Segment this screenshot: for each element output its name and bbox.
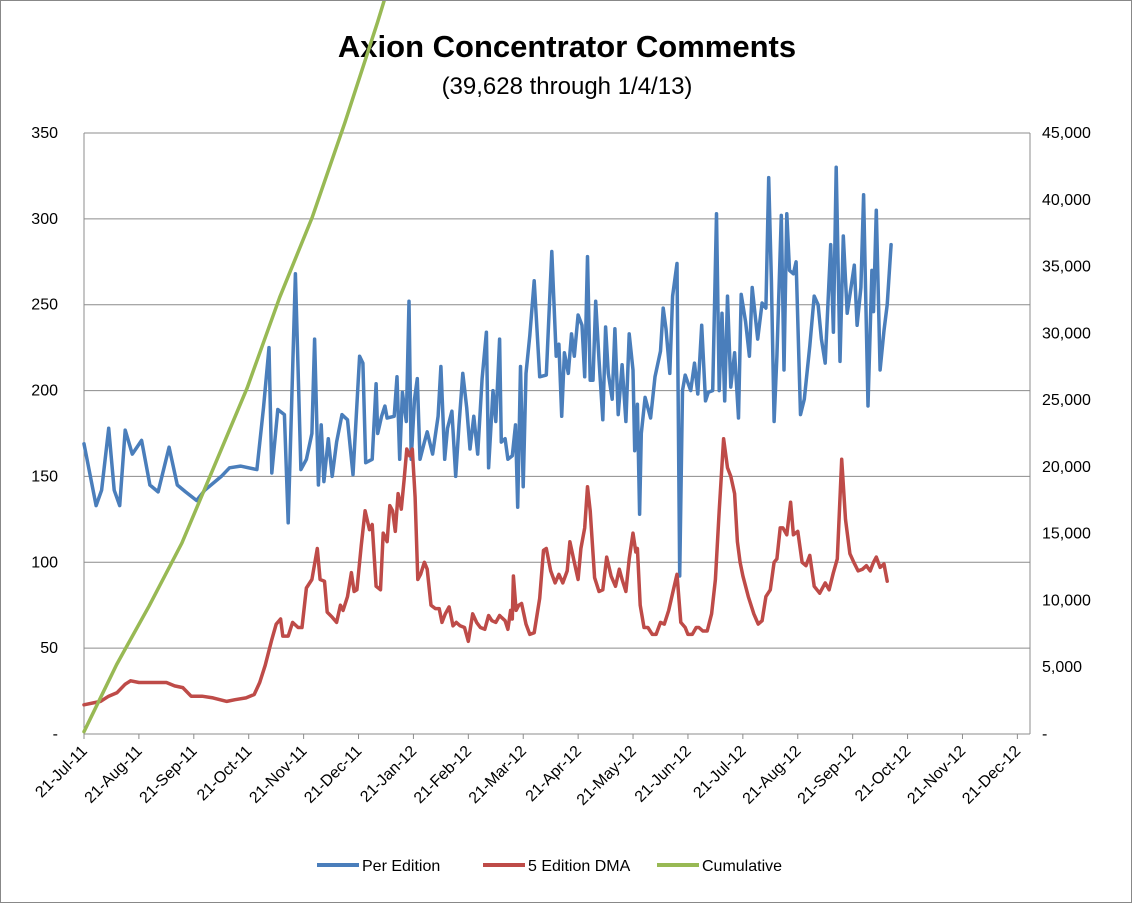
legend-label: 5 Edition DMA — [528, 858, 631, 875]
x-tick-label: 21-Dec-12 — [959, 743, 1024, 808]
y-left-tick-label: 50 — [40, 640, 58, 657]
y-right-tick-label: 45,000 — [1042, 125, 1091, 142]
y-right-tick-label: 20,000 — [1042, 459, 1091, 476]
series-line-cumulative — [82, 1, 386, 734]
y-left-tick-label: 350 — [31, 125, 58, 142]
legend-label: Per Edition — [362, 858, 440, 875]
x-tick-label: 21-Sep-11 — [137, 743, 201, 807]
chart-title: Axion Concentrator Comments — [337, 29, 797, 64]
y-left-tick-label: 100 — [31, 554, 58, 571]
x-tick-label: 21-Jul-11 — [32, 743, 90, 801]
x-tick-label: 21-Nov-12 — [904, 743, 969, 808]
series-line-per-edition — [82, 165, 893, 578]
y-right-tick-label: 40,000 — [1042, 192, 1091, 209]
y-right-tick-label: 5,000 — [1042, 659, 1082, 676]
x-tick-label: 21-Dec-11 — [301, 743, 365, 807]
y-right-tick-label: 35,000 — [1042, 259, 1091, 276]
x-tick-label: 21-Jul-12 — [690, 743, 749, 802]
y-left-tick-label: 150 — [31, 468, 58, 485]
x-tick-label: 21-May-12 — [574, 743, 640, 809]
y-right-tick-label: - — [1042, 726, 1047, 743]
legend-label: Cumulative — [702, 858, 782, 875]
x-tick-label: 21-Mar-12 — [466, 743, 530, 807]
y-right-tick-label: 25,000 — [1042, 392, 1091, 409]
chart-subtitle: (39,628 through 1/4/13) — [441, 73, 693, 100]
series-line-5-edition-dma — [82, 436, 889, 707]
x-tick-label: 21-Nov-11 — [246, 743, 310, 807]
x-tick-label: 21-Feb-12 — [411, 743, 475, 807]
x-tick-label: 21-Sep-12 — [795, 743, 860, 808]
x-tick-label: 21-Jun-12 — [632, 743, 695, 806]
y-left-tick-label: - — [53, 726, 58, 743]
y-right-tick-label: 10,000 — [1042, 592, 1091, 609]
y-left-tick-label: 250 — [31, 297, 58, 314]
x-tick-label: 21-Aug-12 — [740, 743, 805, 808]
x-tick-label: 21-Aug-11 — [82, 743, 146, 807]
y-right-tick-label: 15,000 — [1042, 526, 1091, 543]
y-left-tick-label: 200 — [31, 383, 58, 400]
y-right-tick-label: 30,000 — [1042, 325, 1091, 342]
y-left-tick-label: 300 — [31, 211, 58, 228]
